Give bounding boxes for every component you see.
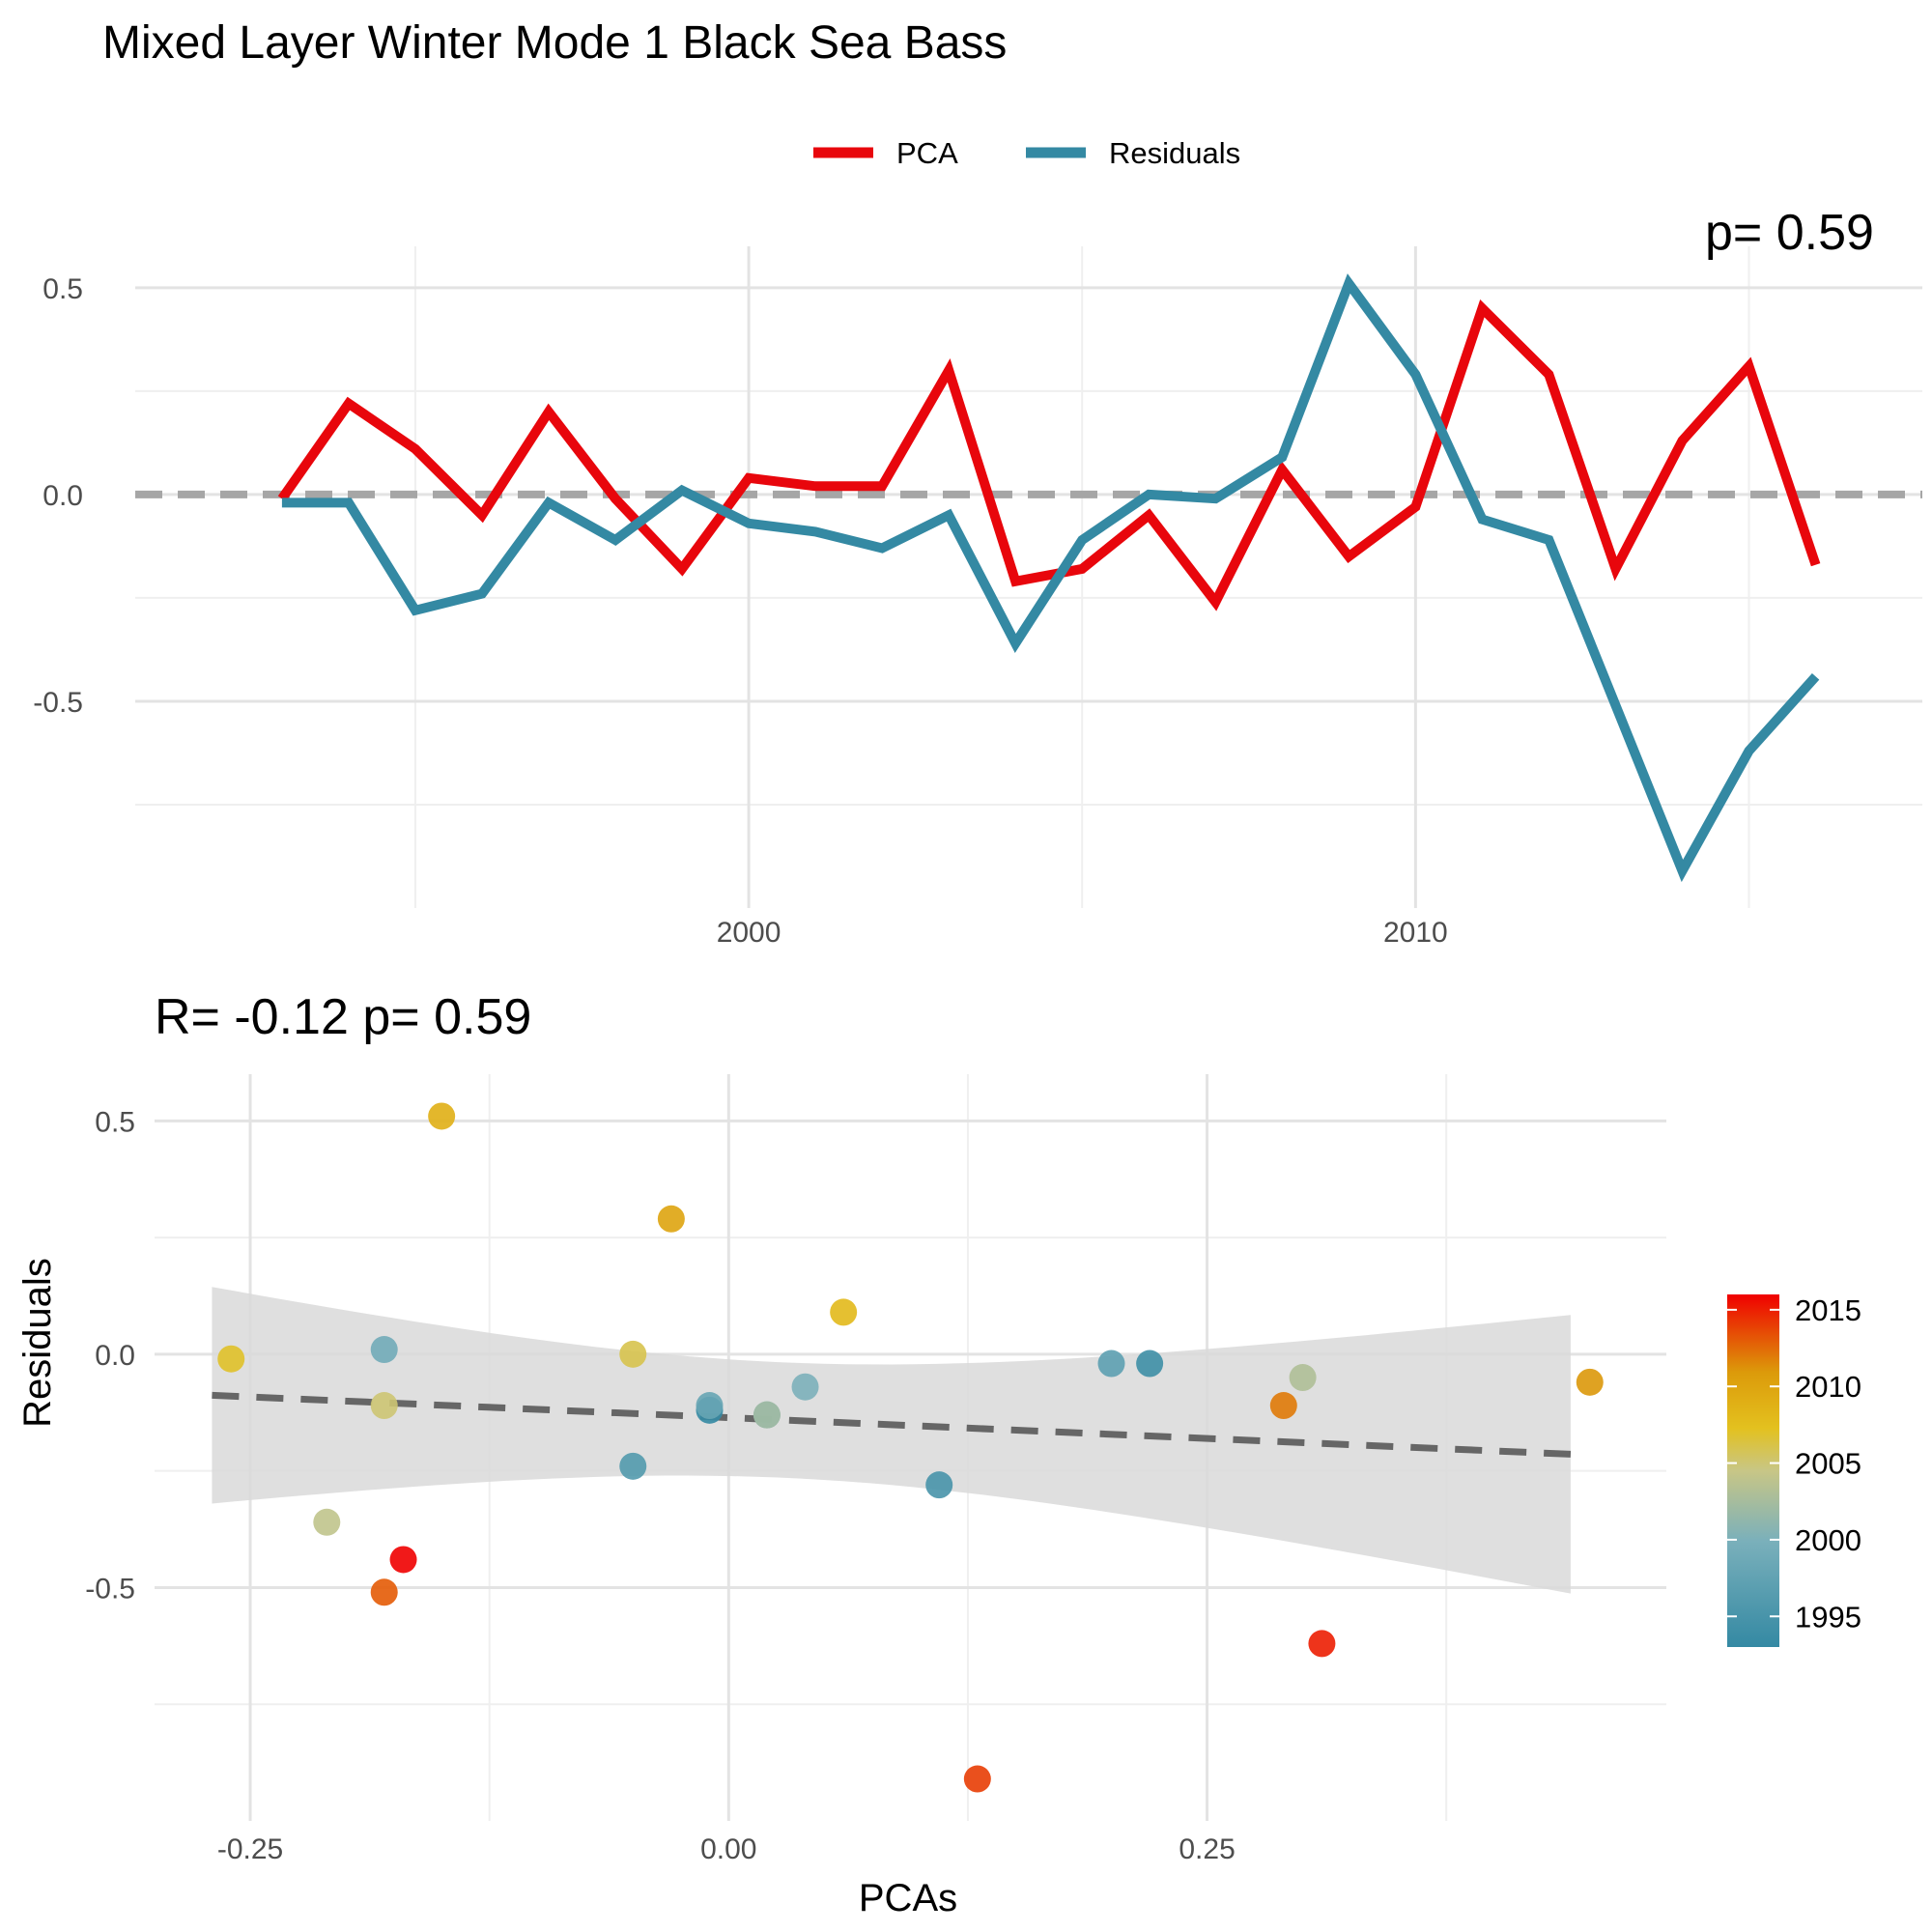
scatter-point	[657, 1205, 685, 1233]
series-line-pca	[277, 298, 1821, 611]
colorbar-tick-label: 2015	[1795, 1293, 1861, 1327]
y-axis-title: Residuals	[16, 1258, 59, 1428]
scatter-point	[791, 1373, 819, 1401]
colorbar-tick-label: 1995	[1795, 1600, 1861, 1634]
scatter-point	[1136, 1350, 1164, 1378]
x-tick-label: 2010	[1383, 917, 1448, 949]
colorbar-tick-label: 2005	[1795, 1447, 1861, 1481]
legend-label-residuals: Residuals	[1109, 136, 1240, 170]
scatter-panel: R= -0.12 p= 0.59 -0.25 0.00 0.25 0.5 0.0 -0.5…	[16, 989, 1666, 1919]
y-tick-label: 0.0	[95, 1340, 135, 1372]
legend-label-pca: PCA	[896, 136, 958, 170]
scatter-point	[696, 1392, 724, 1420]
scatter-title: R= -0.12 p= 0.59	[155, 989, 531, 1045]
colorbar-gradient	[1727, 1294, 1779, 1647]
scatter-point	[753, 1401, 781, 1429]
y-tick-label: 0.0	[43, 480, 83, 512]
scatter-point	[830, 1298, 858, 1326]
y-tick-label: -0.5	[33, 687, 83, 719]
scatter-point	[313, 1508, 341, 1536]
time-series-tick-labels: 2000 2010 0.5 0.0 -0.5	[33, 273, 1447, 949]
scatter-point	[619, 1452, 647, 1480]
scatter-point	[217, 1345, 245, 1373]
regression-line	[212, 1391, 1572, 1458]
confidence-band	[212, 1287, 1571, 1594]
x-tick-label: -0.25	[217, 1833, 283, 1865]
figure-title: Mixed Layer Winter Mode 1 Black Sea Bass	[102, 17, 1007, 69]
scatter-point	[619, 1340, 647, 1368]
colorbar: 2015 2010 2005 2000 1995	[1727, 1293, 1861, 1647]
time-series-lines	[135, 273, 1922, 883]
scatter-point	[1308, 1630, 1336, 1658]
scatter-point	[428, 1102, 456, 1130]
x-axis-title: PCAs	[859, 1877, 957, 1919]
scatter-point	[370, 1336, 398, 1364]
scatter-point	[1097, 1350, 1125, 1378]
scatter-point	[1269, 1392, 1297, 1420]
y-tick-label: 0.5	[95, 1106, 135, 1138]
scatter-point	[1576, 1368, 1604, 1396]
scatter-point	[370, 1578, 398, 1606]
legend: PCA Residuals	[813, 136, 1240, 170]
scatter-point	[925, 1471, 953, 1499]
scatter-point	[1289, 1364, 1317, 1392]
y-tick-label: 0.5	[43, 273, 83, 305]
time-series-panel: 2000 2010 0.5 0.0 -0.5 p= 0.59	[33, 205, 1922, 949]
colorbar-tick-label: 2010	[1795, 1370, 1861, 1404]
scatter-points	[217, 1102, 1604, 1793]
x-tick-label: 0.25	[1179, 1833, 1235, 1865]
colorbar-tick-label: 2000	[1795, 1523, 1861, 1557]
scatter-point	[389, 1546, 417, 1574]
colorbar-ticks: 2015 2010 2005 2000 1995	[1727, 1293, 1861, 1634]
x-tick-label: 2000	[717, 917, 781, 949]
scatter-tick-labels: -0.25 0.00 0.25 0.5 0.0 -0.5	[85, 1106, 1235, 1865]
corner-annotation: p= 0.59	[1705, 205, 1874, 261]
scatter-point	[370, 1392, 398, 1420]
series-line-residuals	[281, 273, 1820, 883]
y-tick-label: -0.5	[85, 1573, 135, 1605]
scatter-fit	[212, 1287, 1572, 1594]
x-tick-label: 0.00	[700, 1833, 756, 1865]
scatter-point	[963, 1765, 991, 1793]
